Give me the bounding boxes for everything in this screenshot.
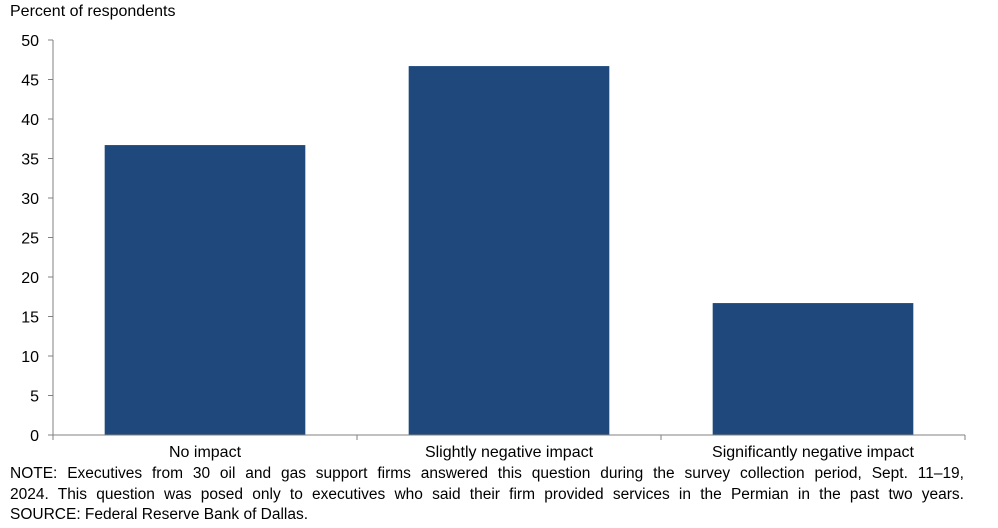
bar-no-impact [104, 145, 306, 435]
bar-chart: 0 5 10 15 20 25 30 35 40 45 50 No impact Slightly n… [21, 33, 966, 461]
bars-group [104, 66, 914, 435]
bar-significantly-negative-impact [712, 303, 914, 435]
y-tick-label: 20 [21, 270, 39, 287]
y-axis-title: Percent of respondents [10, 3, 176, 20]
y-tick-label: 45 [21, 73, 39, 90]
y-tick-label: 30 [21, 191, 39, 208]
y-tick-label: 25 [21, 231, 39, 248]
x-category-label: Significantly negative impact [712, 444, 914, 461]
source-line: SOURCE: Federal Reserve Bank of Dallas. [10, 506, 309, 523]
y-tick-label: 10 [21, 349, 39, 366]
y-tick-label: 0 [30, 428, 39, 445]
y-tick-label: 35 [21, 152, 39, 169]
y-axis-ticks: 0 5 10 15 20 25 30 35 40 45 50 [21, 33, 53, 445]
y-tick-label: 5 [30, 389, 39, 406]
y-tick-label: 50 [21, 33, 39, 50]
y-tick-label: 40 [21, 112, 39, 129]
x-axis-ticks: No impact Slightly negative impact Signifi… [52, 435, 966, 461]
bar-slightly-negative-impact [408, 66, 610, 435]
y-tick-label: 15 [21, 310, 39, 327]
x-category-label: Slightly negative impact [425, 444, 594, 461]
x-category-label: No impact [169, 444, 242, 461]
note-line-2: 2024. This question was posed only to ex… [10, 486, 964, 503]
note-line-1: NOTE: Executives from 30 oil and gas sup… [10, 465, 964, 482]
